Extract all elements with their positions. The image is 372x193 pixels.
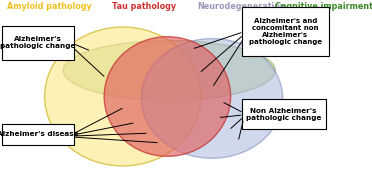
Text: Alzheimer's
pathologic change: Alzheimer's pathologic change — [0, 36, 76, 49]
Ellipse shape — [104, 37, 231, 156]
FancyBboxPatch shape — [2, 26, 74, 60]
Ellipse shape — [45, 27, 201, 166]
Text: Amyloid pathology: Amyloid pathology — [7, 2, 92, 11]
Text: Non Alzheimer's
pathologic change: Non Alzheimer's pathologic change — [246, 108, 321, 121]
Text: Alzheimer's and
concomitant non
Alzheimer's
pathologic change: Alzheimer's and concomitant non Alzheime… — [249, 18, 322, 45]
Ellipse shape — [63, 41, 275, 100]
FancyBboxPatch shape — [242, 99, 326, 129]
Text: Cognitive impairment: Cognitive impairment — [275, 2, 372, 11]
FancyBboxPatch shape — [242, 7, 329, 56]
Text: Neurodegeneration: Neurodegeneration — [197, 2, 286, 11]
Ellipse shape — [141, 39, 283, 158]
FancyBboxPatch shape — [2, 124, 74, 145]
Text: Alzheimer's disease: Alzheimer's disease — [0, 131, 79, 137]
Text: Tau pathology: Tau pathology — [112, 2, 176, 11]
